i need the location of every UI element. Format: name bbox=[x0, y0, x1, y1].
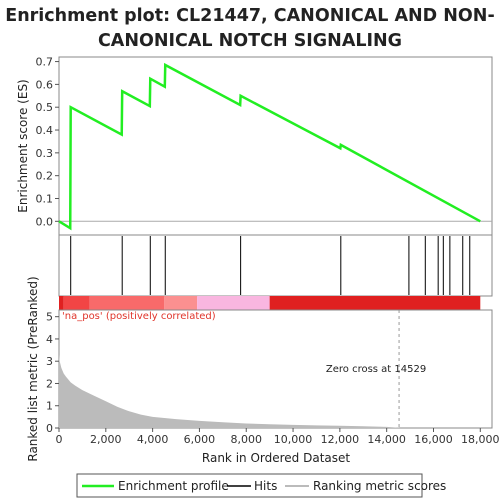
metric-y-tick-label: 0 bbox=[46, 422, 53, 435]
metric-y-tick-label: 3 bbox=[46, 355, 53, 368]
es-y-axis-title: Enrichment score (ES) bbox=[16, 79, 30, 212]
plot-title-line-1: Enrichment plot: CL21447, CANONICAL AND … bbox=[5, 6, 494, 26]
plot-title-line-2: CANONICAL NOTCH SIGNALING bbox=[98, 31, 402, 51]
metric-x-axis: 0 2,000 4,000 6,000 8,000 10,000 12,000 14,000 1… bbox=[56, 428, 500, 446]
metric-y-axis: 0 1 2 3 4 5 bbox=[46, 311, 59, 435]
metric-y-tick-label: 4 bbox=[46, 333, 53, 346]
metric-x-tick-label: 8,000 bbox=[230, 433, 262, 446]
color-band-segment bbox=[89, 296, 165, 310]
metric-x-tick-label: 2,000 bbox=[90, 433, 122, 446]
metric-x-axis-title: Rank in Ordered Dataset bbox=[202, 451, 350, 465]
positive-correlation-label: 'na_pos' (positively correlated) bbox=[62, 311, 216, 322]
metric-x-tick-label: 6,000 bbox=[184, 433, 216, 446]
es-y-tick-label: 0.6 bbox=[36, 78, 54, 91]
metric-x-tick-label: 12,000 bbox=[321, 433, 360, 446]
legend-enrichment-label: Enrichment profile bbox=[118, 479, 229, 493]
es-y-tick-label: 0.3 bbox=[36, 147, 54, 160]
metric-panel: Zero cross at 14529 'na_pos' (positively… bbox=[26, 276, 500, 465]
enrichment-profile-line bbox=[58, 62, 481, 231]
metric-x-tick-label: 16,000 bbox=[414, 433, 453, 446]
metric-x-tick-label: 10,000 bbox=[274, 433, 313, 446]
metric-y-tick-label: 2 bbox=[46, 377, 53, 390]
es-y-tick-label: 0.0 bbox=[36, 215, 54, 228]
zero-cross-label: Zero cross at 14529 bbox=[326, 364, 426, 375]
hit-markers bbox=[70, 236, 471, 295]
es-panel-frame bbox=[58, 56, 493, 236]
metric-y-tick-label: 5 bbox=[46, 311, 53, 324]
es-y-tick-label: 0.4 bbox=[36, 124, 54, 137]
es-y-tick-label: 0.2 bbox=[36, 170, 54, 183]
metric-x-tick-label: 14,000 bbox=[367, 433, 406, 446]
hits-panel bbox=[58, 234, 493, 310]
metric-x-tick-label: 0 bbox=[56, 433, 63, 446]
color-band-segment bbox=[63, 296, 90, 310]
legend-hits-label: Hits bbox=[254, 479, 277, 493]
legend: Enrichment profile Hits Ranking metric s… bbox=[76, 473, 446, 498]
metric-y-tick-label: 1 bbox=[46, 400, 53, 413]
es-y-tick-label: 0.7 bbox=[36, 56, 54, 69]
es-y-axis: 0.0 0.1 0.2 0.3 0.4 0.5 0.6 0.7 bbox=[36, 56, 59, 228]
legend-metric-label: Ranking metric scores bbox=[313, 479, 446, 493]
es-panel: 0.0 0.1 0.2 0.3 0.4 0.5 0.6 0.7 Enrichment scor… bbox=[16, 56, 493, 236]
metric-x-tick-label: 18,000 bbox=[461, 433, 500, 446]
ranking-metric-area bbox=[59, 354, 400, 428]
ranked-list-color-band bbox=[59, 296, 481, 310]
es-y-tick-label: 0.1 bbox=[36, 192, 54, 205]
color-band-segment bbox=[164, 296, 198, 310]
hits-panel-frame bbox=[58, 234, 493, 297]
color-band-segment bbox=[197, 296, 270, 310]
es-y-tick-label: 0.5 bbox=[36, 101, 54, 114]
color-band-segment bbox=[59, 296, 64, 310]
color-band-segment bbox=[269, 296, 481, 310]
metric-x-tick-label: 4,000 bbox=[137, 433, 169, 446]
metric-y-axis-title: Ranked list metric (PreRanked) bbox=[26, 276, 40, 461]
metric-panel-frame bbox=[58, 309, 493, 429]
